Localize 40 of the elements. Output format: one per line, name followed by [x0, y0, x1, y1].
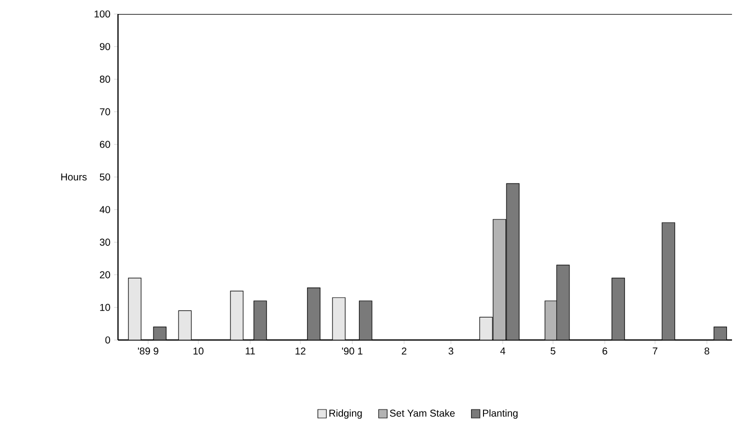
- y-tick-label: 10: [100, 304, 110, 311]
- bar: [178, 310, 192, 340]
- bar: [128, 278, 142, 340]
- x-tick-label: '90 1: [342, 348, 362, 355]
- y-tick-label: 30: [100, 238, 110, 246]
- x-tick-label: 6: [602, 348, 608, 355]
- y-tick-label: 0: [105, 336, 110, 344]
- x-tick-label: 11: [246, 348, 255, 354]
- bar: [358, 300, 372, 340]
- bar: [506, 183, 520, 340]
- bar: [307, 288, 320, 340]
- x-tick-label: 12: [296, 348, 306, 354]
- x-tick-label: 4: [500, 348, 506, 354]
- bar: [612, 278, 625, 340]
- legend-label: Planting: [483, 409, 518, 419]
- bar: [479, 316, 493, 340]
- bar: [332, 297, 346, 340]
- bar: [492, 219, 506, 340]
- x-tick-label: 7: [652, 348, 658, 354]
- y-tick-label: 50: [100, 173, 110, 181]
- x-tick-label: 8: [704, 348, 710, 355]
- x-tick-label: '89 9: [138, 348, 158, 355]
- x-tick-label: 2: [402, 348, 406, 354]
- bar: [254, 300, 267, 340]
- y-tick-label: 70: [100, 108, 110, 116]
- y-tick-label: 90: [100, 43, 110, 50]
- bar: [662, 222, 676, 340]
- legend-label: Ridging: [329, 409, 362, 419]
- y-tick-label: 60: [100, 140, 110, 148]
- y-tick-label: 20: [100, 271, 110, 278]
- x-tick-label: 10: [194, 348, 204, 355]
- x-tick-label: 5: [550, 348, 556, 354]
- y-tick-label: 80: [100, 76, 110, 83]
- x-tick-label: 3: [448, 348, 454, 355]
- bar: [556, 264, 570, 340]
- bar: [230, 290, 244, 340]
- legend-label: Set Yam Stake: [390, 409, 455, 417]
- y-axis-title: Hours: [61, 174, 87, 180]
- y-tick-label: 40: [100, 206, 110, 214]
- y-tick-label: 100: [94, 10, 110, 18]
